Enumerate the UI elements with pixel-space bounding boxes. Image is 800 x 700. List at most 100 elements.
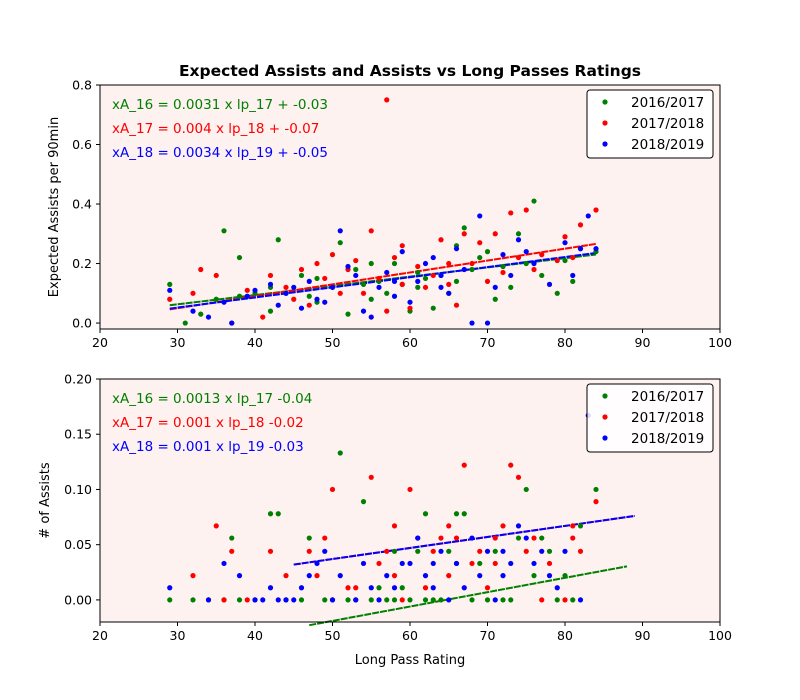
annotation-2017: xA_17 = 0.001 x lp_18 -0.02 [112,415,304,431]
data-point-2018-2019 [570,272,576,279]
data-point-2017-2018 [539,252,545,258]
data-point-2017-2018 [314,260,320,267]
data-point-2016-2017 [415,284,421,290]
data-point-2018-2019 [477,573,483,579]
legend-label-2017: 2017/2018 [631,116,704,132]
x-axis-ticks: 20 30 40 50 60 70 80 90 100 [92,329,732,350]
data-point-2017-2018 [198,266,204,273]
data-point-2016-2017 [562,257,568,264]
x-tick-label: 60 [402,335,418,350]
data-point-2016-2017 [508,597,514,603]
data-point-2016-2017 [492,296,498,302]
x-tick-label: 80 [557,335,573,350]
data-point-2018-2019 [492,284,498,290]
legend-label-2017: 2017/2018 [631,410,704,426]
data-point-2018-2019 [322,548,328,554]
data-point-2017-2018 [438,237,444,243]
regression-annotations: xA_16 = 0.0013 x lp_17 -0.04 xA_17 = 0.0… [112,391,312,455]
data-point-2018-2019 [438,548,444,554]
data-point-2016-2017 [570,597,576,603]
data-point-2018-2019 [283,597,289,603]
data-point-2016-2017 [531,573,537,579]
annotation-2018: xA_18 = 0.001 x lp_19 -0.03 [112,439,304,455]
y-tick-label: 0.4 [72,197,92,212]
legend: 2016/2017 2017/2018 2018/2019 [586,89,714,159]
data-point-2018-2019 [298,585,305,591]
data-point-2017-2018 [446,260,452,267]
data-point-2016-2017 [306,535,312,541]
data-point-2017-2018 [446,523,452,529]
x-tick-label: 30 [170,628,186,643]
data-point-2016-2017 [554,597,560,603]
data-point-2018-2019 [391,293,398,299]
y-tick-label: 0.2 [72,256,92,271]
x-tick-label: 70 [480,628,496,643]
x-tick-label: 50 [325,628,341,643]
data-point-2018-2019 [415,278,421,284]
data-point-2017-2018 [399,597,405,603]
data-point-2018-2019 [236,573,243,579]
data-point-2018-2019 [531,560,537,567]
data-point-2016-2017 [275,237,281,243]
data-point-2017-2018 [190,573,196,579]
y-axis-ticks: 0.00 0.05 0.10 0.15 0.20 [64,372,100,607]
data-point-2017-2018 [283,284,289,290]
y-tick-label: 0.10 [64,482,92,497]
data-point-2018-2019 [329,284,336,290]
data-point-2018-2019 [384,573,390,579]
fit-line-2018-2019 [293,514,635,566]
data-point-2017-2018 [260,314,266,320]
data-point-2018-2019 [546,281,553,287]
data-point-2017-2018 [329,486,336,493]
x-tick-label: 20 [92,628,108,643]
data-point-2016-2017 [515,231,522,237]
data-point-2016-2017 [523,486,529,493]
data-point-2018-2019 [461,585,467,591]
data-point-2017-2018 [554,257,560,264]
x-tick-label: 60 [402,628,418,643]
data-point-2017-2018 [291,296,297,302]
data-point-2018-2019 [562,548,568,554]
data-point-2017-2018 [229,548,235,554]
data-point-2018-2019 [205,597,212,603]
data-point-2017-2018 [360,290,367,296]
data-point-2018-2019 [221,299,227,305]
data-point-2017-2018 [430,548,436,554]
data-point-2018-2019 [469,320,475,326]
data-point-2017-2018 [562,234,568,240]
data-point-2018-2019 [329,597,336,603]
x-tick-label: 40 [247,628,263,643]
data-point-2016-2017 [554,290,560,296]
data-point-2018-2019 [585,213,591,219]
data-point-2018-2019 [298,305,305,311]
data-point-2018-2019 [523,249,529,255]
data-points [167,97,599,326]
data-point-2017-2018 [298,266,305,273]
data-point-2016-2017 [477,254,483,261]
data-point-2017-2018 [477,240,483,246]
data-point-2018-2019 [500,573,506,579]
data-point-2016-2017 [492,548,498,554]
data-point-2018-2019 [376,284,382,290]
data-point-2016-2017 [422,597,429,603]
y-tick-label: 0.0 [72,316,92,331]
data-point-2016-2017 [446,548,452,554]
data-point-2018-2019 [438,284,444,290]
data-point-2016-2017 [182,320,188,326]
data-point-2017-2018 [484,278,491,284]
data-point-2017-2018 [322,535,328,541]
data-point-2018-2019 [430,560,436,567]
data-point-2016-2017 [337,450,343,456]
data-point-2017-2018 [422,585,429,591]
data-point-2018-2019 [422,573,429,579]
data-point-2016-2017 [368,296,374,302]
data-point-2017-2018 [577,222,584,228]
y-axis-label: Expected Assists per 90min [47,117,62,297]
data-point-2016-2017 [236,293,243,299]
data-point-2017-2018 [376,275,382,282]
data-point-2016-2017 [391,260,398,267]
x-tick-label: 90 [635,335,651,350]
data-point-2018-2019 [515,523,522,529]
data-point-2018-2019 [275,302,281,308]
